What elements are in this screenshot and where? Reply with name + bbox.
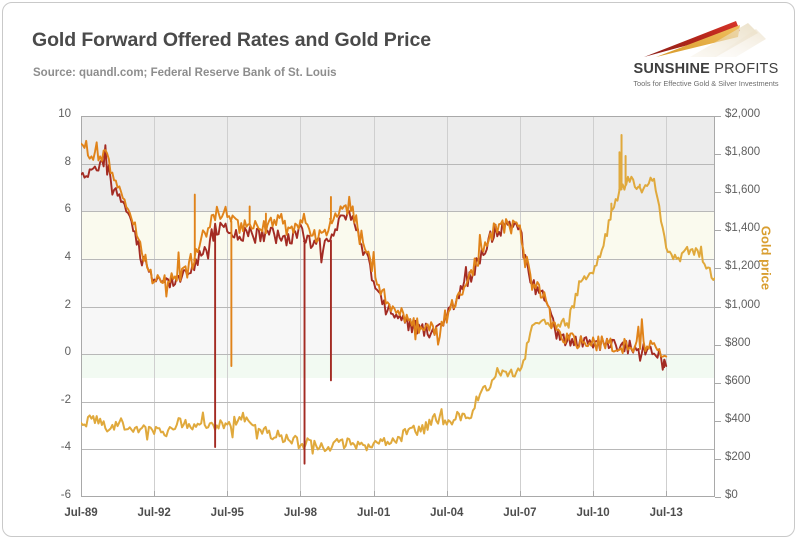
left-axis-tick-label: 2 — [64, 298, 71, 311]
logo-name-light: PROFITS — [714, 61, 779, 77]
right-axis-tick-mark — [715, 116, 721, 117]
logo-sunburst-icon — [644, 21, 766, 57]
plot-area — [81, 116, 715, 497]
left-axis-tick-label: 0 — [64, 346, 71, 359]
right-axis-tick-label: $200 — [725, 450, 751, 463]
right-axis-tick-mark — [715, 230, 721, 232]
right-axis-title: Gold price — [758, 225, 774, 291]
plot-border — [81, 116, 715, 497]
right-axis-tick-label: $0 — [725, 489, 738, 501]
left-axis-tick-label: -4 — [60, 441, 71, 454]
series-lines — [81, 134, 715, 465]
chart-canvas — [81, 116, 715, 497]
logo-wordmark: SUNSHINE PROFITS — [630, 61, 782, 77]
right-axis-tick-label: $1,000 — [725, 298, 761, 311]
x-axis-tick-label: Jul-89 — [64, 507, 98, 519]
right-axis-tick-mark — [715, 497, 721, 498]
left-axis-tick-label: -2 — [60, 393, 71, 406]
right-axis-tick-mark — [715, 344, 721, 346]
right-axis-tick-label: $1,800 — [725, 146, 761, 159]
x-axis-tick-label: Jul-10 — [576, 507, 610, 519]
right-axis-tick-label: $1,200 — [725, 260, 761, 273]
x-axis-tick-label: Jul-98 — [283, 507, 318, 519]
x-axis-tick-label: Jul-04 — [430, 507, 464, 519]
left-axis-tick-label: 4 — [64, 250, 71, 263]
logo-tagline: Tools for Effective Gold & Silver Invest… — [633, 79, 779, 88]
x-axis-tick-label: Jul-13 — [649, 507, 683, 519]
right-axis-tick-label: $800 — [725, 336, 751, 349]
logo-name-bold: SUNSHINE — [633, 61, 711, 77]
chart-title: Gold Forward Offered Rates and Gold Pric… — [32, 29, 431, 51]
gridlines — [81, 117, 714, 497]
left-axis-tick-label: 10 — [58, 108, 71, 120]
right-axis-tick-mark — [715, 420, 721, 422]
right-axis-tick-mark — [715, 268, 721, 270]
right-axis-tick-mark — [715, 192, 721, 194]
x-axis-tick-label: Jul-01 — [356, 507, 391, 519]
x-axis-tick-label: Jul-95 — [210, 507, 244, 519]
series-line — [81, 134, 715, 455]
right-axis-tick-label: $2,000 — [725, 108, 761, 120]
right-axis-tick-mark — [715, 382, 721, 384]
x-axis-tick-label: Jul-07 — [503, 507, 537, 519]
sunshine-profits-logo: SUNSHINE PROFITS Tools for Effective Gol… — [630, 17, 782, 95]
left-axis-tick-label: -6 — [60, 489, 71, 501]
right-axis-tick-label: $1,600 — [725, 184, 761, 197]
series-line — [81, 139, 668, 367]
left-axis-tick-label: 6 — [64, 203, 71, 216]
x-axis-tick-label: Jul-92 — [137, 507, 171, 519]
right-axis-tick-mark — [715, 154, 721, 156]
chart-source-note: Source: quandl.com; Federal Reserve Bank… — [33, 67, 337, 79]
left-axis-tick-label: 8 — [64, 155, 71, 168]
right-axis-tick-label: $1,400 — [725, 222, 761, 235]
right-axis-tick-mark — [715, 306, 721, 308]
right-axis-tick-mark — [715, 458, 721, 460]
right-axis-tick-label: $600 — [725, 374, 751, 387]
right-axis-tick-label: $400 — [725, 412, 751, 425]
